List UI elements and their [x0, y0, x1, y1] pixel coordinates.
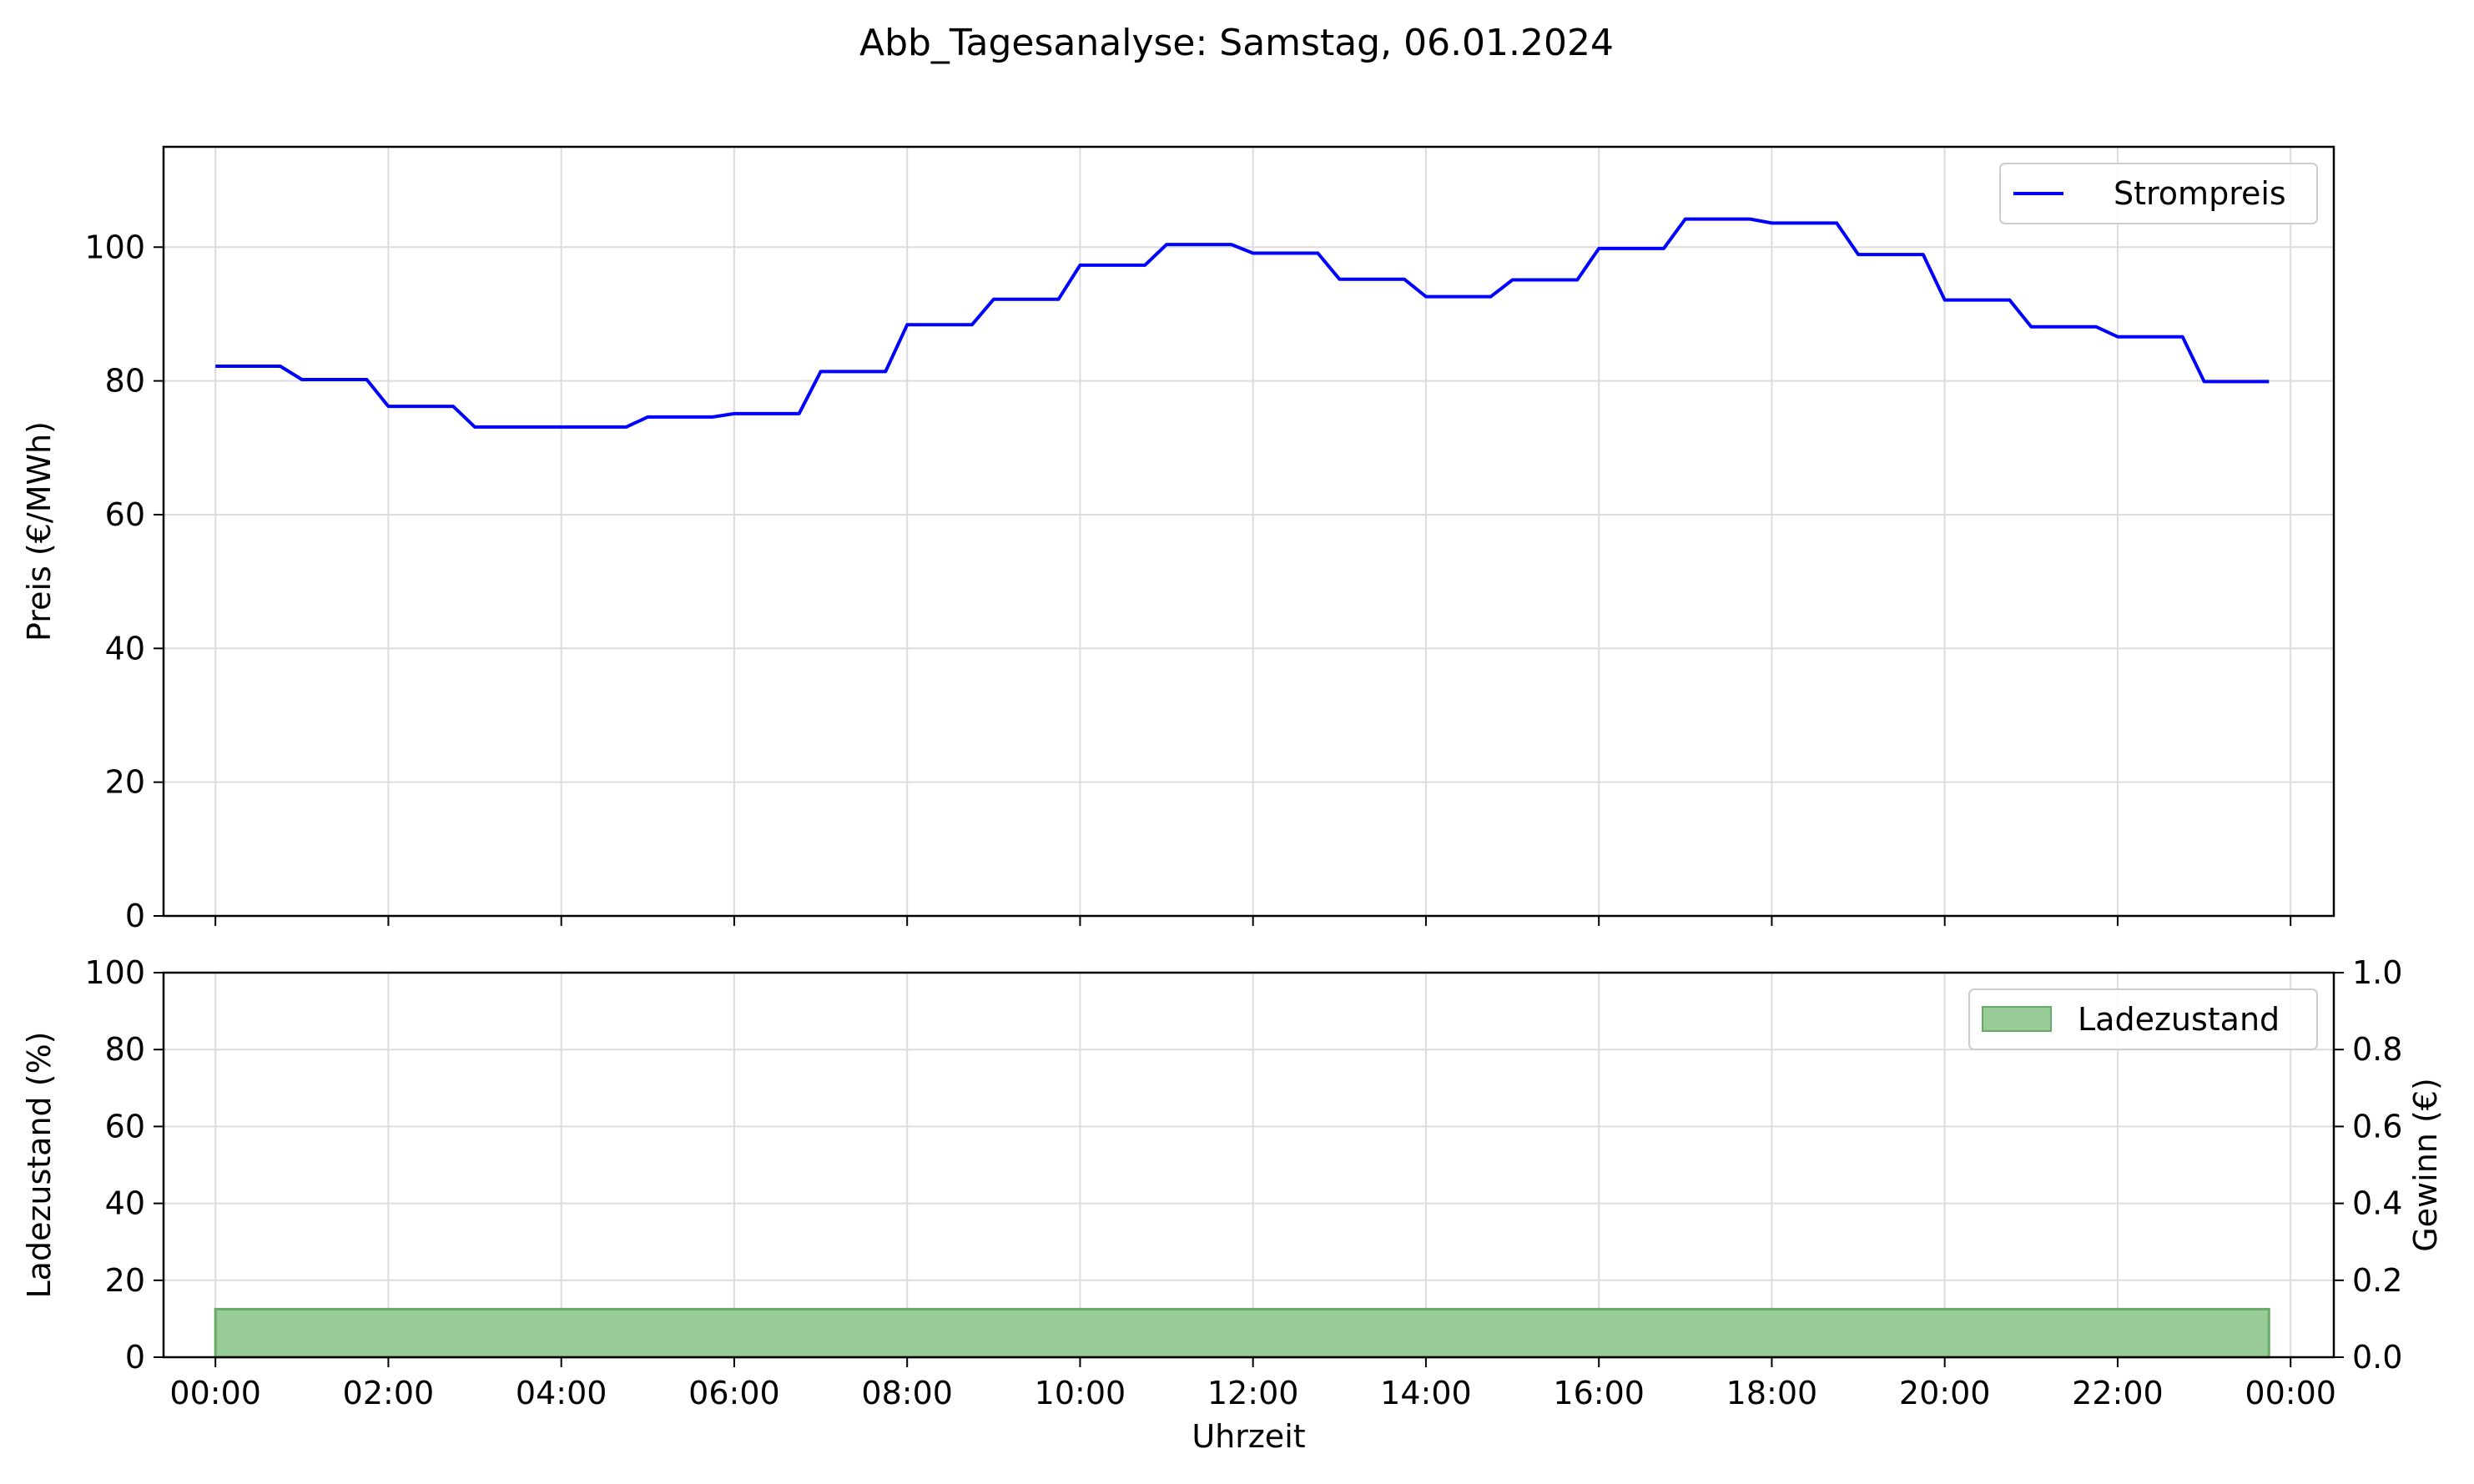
- right-y-tick-label: 0.4: [2352, 1185, 2402, 1222]
- top-y-tick-label: 100: [84, 229, 145, 265]
- gewinn-y-axis-title: Gewinn (€): [2407, 1078, 2444, 1252]
- x-tick-label: 10:00: [1035, 1375, 1126, 1411]
- price-legend-box: [1999, 163, 2318, 224]
- top-y-tick-label: 20: [105, 764, 145, 801]
- x-tick-label: 16:00: [1553, 1375, 1645, 1411]
- bottom-y-tick-label: 20: [105, 1262, 145, 1299]
- x-tick-label: 18:00: [1726, 1375, 1818, 1411]
- x-tick-label: 00:00: [169, 1375, 261, 1411]
- x-tick-label: 20:00: [1899, 1375, 1991, 1411]
- x-tick-label: 08:00: [861, 1375, 953, 1411]
- top-y-tick-label: 60: [105, 496, 145, 533]
- x-tick-label: 22:00: [2072, 1375, 2164, 1411]
- bottom-y-tick-label: 80: [105, 1031, 145, 1068]
- price-chart-marks: [215, 217, 2270, 429]
- bottom-y-tick-label: 100: [84, 954, 145, 991]
- soc-legend-swatch: [1982, 1006, 2052, 1032]
- bottom-y-tick-label: 40: [105, 1185, 145, 1222]
- bottom-axes-frame: [162, 971, 2335, 1359]
- right-y-tick-label: 0.2: [2352, 1262, 2402, 1299]
- right-y-tick-label: 0.6: [2352, 1108, 2402, 1144]
- x-tick-label: 00:00: [2245, 1375, 2336, 1411]
- tick-labels: 00:00 02:00 04:00 06:00 08:00 10:00 12:00 14:00…: [84, 229, 2402, 1411]
- axes: [154, 145, 2344, 1367]
- soc-chart-marks: [214, 1307, 2270, 1359]
- top-y-tick-label: 40: [105, 630, 145, 667]
- bottom-y-tick-label: 60: [105, 1108, 145, 1144]
- right-y-tick-label: 0.8: [2352, 1031, 2402, 1068]
- x-tick-label: 02:00: [343, 1375, 435, 1411]
- legends: Strompreis Ladezustand: [1968, 163, 2318, 1050]
- soc-legend-label: Ladezustand: [2078, 1001, 2280, 1038]
- right-y-tick-label: 0.0: [2352, 1339, 2402, 1376]
- bottom-y-tick-label: 0: [125, 1339, 145, 1376]
- top-y-tick-label: 80: [105, 363, 145, 400]
- axis-titles: Uhrzeit Preis (€/MWh) Ladezustand (%) Gewin…: [21, 421, 2444, 1455]
- x-tick-label: 14:00: [1380, 1375, 1472, 1411]
- soc-y-axis-title: Ladezustand (%): [21, 1031, 58, 1298]
- x-tick-label: 04:00: [516, 1375, 607, 1411]
- right-y-tick-label: 1.0: [2352, 954, 2402, 991]
- soc-legend: Ladezustand: [1968, 988, 2318, 1050]
- soc-legend-box: [1968, 988, 2318, 1050]
- strompreis-line: [215, 217, 2270, 429]
- price-y-axis-title: Preis (€/MWh): [21, 421, 58, 641]
- x-tick-label: 12:00: [1207, 1375, 1299, 1411]
- x-axis-title: Uhrzeit: [1192, 1418, 1305, 1455]
- top-y-tick-label: 0: [125, 898, 145, 934]
- top-grid: [164, 147, 2334, 917]
- chart-suptitle: Abb_Tagesanalyse: Samstag, 06.01.2024: [859, 22, 1614, 64]
- top-axes-frame: [162, 145, 2335, 918]
- price-legend: Strompreis: [1999, 163, 2318, 224]
- ladezustand-area: [214, 1307, 2270, 1359]
- x-tick-label: 06:00: [688, 1375, 780, 1411]
- price-legend-label: Strompreis: [2114, 175, 2286, 212]
